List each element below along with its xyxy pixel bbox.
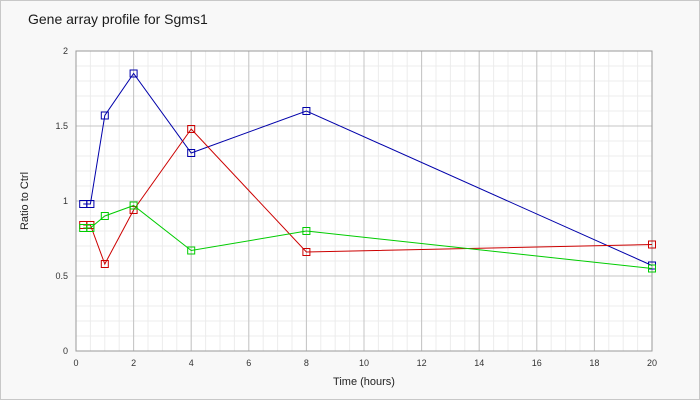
data-point-marker bbox=[100, 111, 109, 120]
series-layer bbox=[79, 69, 656, 273]
data-point-marker bbox=[187, 125, 196, 133]
x-axis-label: Time (hours) bbox=[333, 376, 395, 388]
y-tick-label: 1 bbox=[63, 196, 68, 206]
y-tick-label: 0.5 bbox=[55, 271, 68, 281]
series-line bbox=[83, 72, 653, 266]
x-tick-label: 12 bbox=[417, 358, 427, 368]
series-3 bbox=[79, 201, 656, 273]
data-point-marker bbox=[187, 149, 196, 157]
series-line bbox=[83, 204, 653, 269]
data-point-marker bbox=[302, 248, 311, 256]
data-point-marker bbox=[86, 224, 95, 232]
x-tick-label: 0 bbox=[73, 358, 78, 368]
y-tick-label: 2 bbox=[63, 46, 68, 56]
data-point-marker bbox=[100, 260, 109, 268]
data-point-marker bbox=[187, 246, 196, 255]
y-tick-label: 1.5 bbox=[55, 121, 68, 131]
x-tick-label: 10 bbox=[359, 358, 369, 368]
y-axis-label: Ratio to Ctrl bbox=[19, 172, 31, 230]
x-tick-label: 2 bbox=[131, 358, 136, 368]
x-tick-label: 6 bbox=[246, 358, 251, 368]
x-tick-label: 18 bbox=[589, 358, 599, 368]
data-point-marker bbox=[129, 201, 138, 210]
data-point-marker bbox=[100, 212, 109, 220]
data-point-marker bbox=[648, 264, 656, 273]
x-tick-label: 14 bbox=[474, 358, 484, 368]
x-tick-label: 20 bbox=[647, 358, 657, 368]
data-point-marker bbox=[86, 200, 95, 208]
x-tick-label: 16 bbox=[532, 358, 542, 368]
data-point-marker bbox=[302, 107, 311, 115]
x-tick-label: 4 bbox=[189, 358, 194, 368]
data-point-marker bbox=[129, 206, 138, 214]
chart-title: Gene array profile for Sgms1 bbox=[28, 11, 208, 27]
plot-border bbox=[75, 50, 653, 352]
data-point-marker bbox=[129, 69, 138, 78]
data-point-marker bbox=[648, 240, 656, 249]
x-axis: 0 2 4 6 8 10 12 14 16 18 20 bbox=[73, 358, 657, 368]
y-tick-label: 0 bbox=[63, 346, 68, 356]
y-axis: 0 0.5 1 1.5 2 bbox=[55, 46, 68, 356]
x-tick-label: 8 bbox=[304, 358, 309, 368]
data-point-marker bbox=[302, 227, 311, 235]
